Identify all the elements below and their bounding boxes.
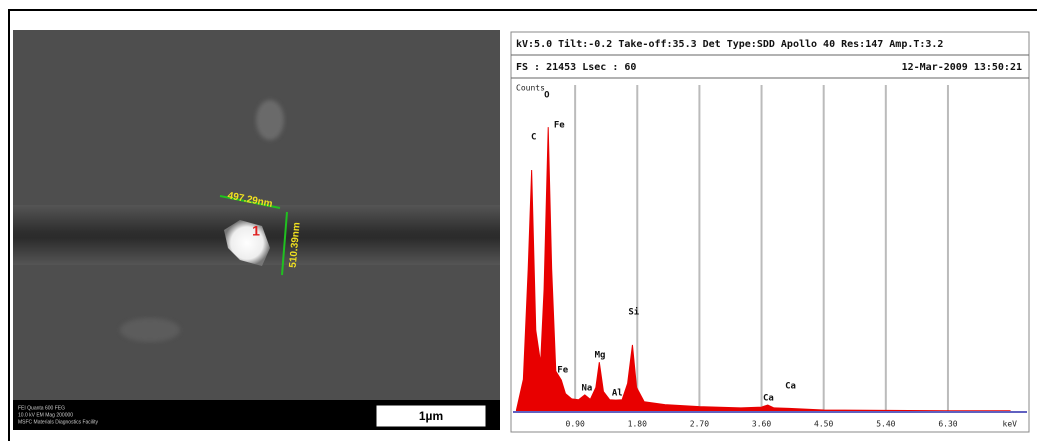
header-acquisition: FS : 21453 Lsec : 60 <box>516 62 636 73</box>
measure-height: 510.39nm <box>288 222 303 268</box>
scale-bar <box>375 404 487 428</box>
sem-feature <box>120 318 180 342</box>
caption: FEI Quanta 600 FEG <box>18 405 65 411</box>
measure-line <box>281 211 288 276</box>
peak-label: O <box>544 91 550 101</box>
spectrum: kV:5.0 Tilt:-0.2 Take-off:35.3 Det Type:… <box>510 31 1030 433</box>
peak-label: Na <box>581 383 592 393</box>
header-timestamp: 12-Mar-2009 13:50:21 <box>902 62 1022 73</box>
spectrum-frame <box>510 31 1030 433</box>
header-settings: kV:5.0 Tilt:-0.2 Take-off:35.3 Det Type:… <box>516 38 943 50</box>
x-tick-label: 0.90 <box>566 420 585 429</box>
caption: MSFC Materials Diagnostics Facility <box>18 419 99 425</box>
x-tick-label: 2.70 <box>690 420 709 429</box>
x-tick-label: 5.40 <box>876 420 895 429</box>
peak-label: Ca <box>763 394 774 404</box>
peak-label: Si <box>628 306 639 317</box>
y-axis-label: Counts <box>516 84 545 93</box>
peak-label: Ca <box>785 381 796 391</box>
caption: 10.0 kV EM Mag 200000 <box>18 412 73 418</box>
x-axis-label: keV <box>1003 420 1018 429</box>
spectrum-area <box>515 127 1011 413</box>
measure-line <box>219 195 281 209</box>
sem-feature <box>256 100 284 140</box>
peak-label: C <box>531 132 536 142</box>
x-tick-label: 3.60 <box>752 420 771 429</box>
particle-label: 1 <box>252 223 260 239</box>
x-tick-label: 6.30 <box>938 420 957 429</box>
particle <box>224 220 270 266</box>
peak-label: Mg <box>595 351 606 361</box>
peak-label: Al <box>612 388 623 398</box>
peak-label: Fe <box>557 365 568 375</box>
x-tick-label: 4.50 <box>814 420 833 429</box>
x-tick-label: 1.80 <box>628 420 647 429</box>
scale-bar-label: 1µm <box>419 409 443 423</box>
peak-label: Fe <box>554 121 565 131</box>
sem-image: 1 497.29nm 510.39nm FEI Quanta 600 FEG 1… <box>13 30 500 430</box>
